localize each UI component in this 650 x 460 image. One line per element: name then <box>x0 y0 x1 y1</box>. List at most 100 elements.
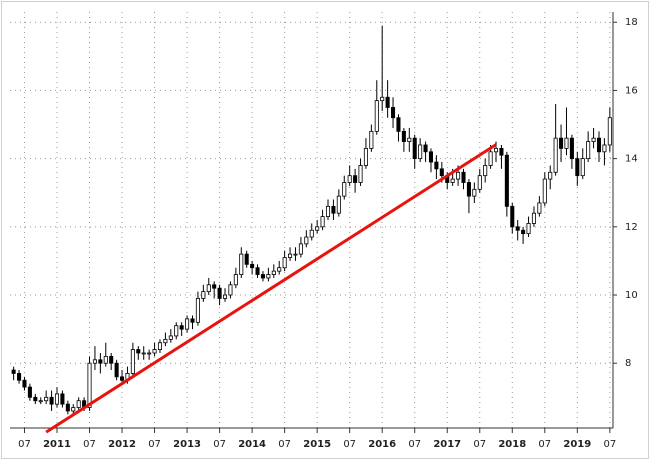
candle-body <box>174 325 179 337</box>
candle-body <box>250 263 255 269</box>
candle-body <box>521 229 526 235</box>
candle-body <box>591 137 596 142</box>
candle-body <box>450 178 455 183</box>
candle-body <box>282 257 287 269</box>
trend-line <box>45 143 497 434</box>
candle-body <box>114 362 119 378</box>
candle-body <box>456 171 461 180</box>
x-tick-label: 2012 <box>108 439 136 450</box>
candle-body <box>49 396 54 405</box>
candle-body <box>288 253 293 258</box>
candle-body <box>325 205 331 217</box>
candle-body <box>271 270 276 275</box>
candle-body <box>136 349 141 354</box>
candle-body <box>380 96 385 102</box>
plot-area <box>11 25 612 415</box>
candle-body <box>152 349 157 354</box>
candle-body <box>109 355 114 364</box>
candle-body <box>309 229 314 238</box>
candle-body <box>185 318 190 330</box>
y-tick-label: 8 <box>625 358 631 369</box>
candle-body <box>244 253 249 265</box>
candle-body <box>439 168 444 177</box>
x-tick-label: 2016 <box>368 439 396 450</box>
x-tick-label: 2015 <box>303 439 331 450</box>
x-tick-label: 07 <box>213 439 226 450</box>
candle-body <box>206 284 211 293</box>
candle-body <box>65 403 70 412</box>
candle-body <box>190 318 195 323</box>
y-tick-label: 10 <box>625 290 638 301</box>
candle-body <box>217 287 222 299</box>
candle-body <box>504 154 509 207</box>
y-tick-label: 12 <box>625 222 638 233</box>
candle-body <box>38 400 43 403</box>
candle-body <box>22 379 27 388</box>
x-tick-label: 07 <box>473 439 486 450</box>
candle-body <box>76 400 81 408</box>
candle-body <box>157 342 163 350</box>
candle-body <box>418 144 423 160</box>
candle-body <box>472 188 477 197</box>
candle-body <box>147 352 152 355</box>
candle-body <box>493 147 499 153</box>
candle-body <box>353 175 358 183</box>
candle-body <box>195 298 200 323</box>
candle-body <box>315 226 320 231</box>
candle-body <box>466 182 471 197</box>
candle-body <box>385 96 390 108</box>
candle-body <box>212 284 217 289</box>
candle-body <box>488 151 493 166</box>
candle-body <box>363 147 368 166</box>
candle-body <box>179 325 184 330</box>
candle-body <box>336 195 341 214</box>
candle-body <box>596 137 602 153</box>
candle-body <box>369 130 374 149</box>
candle-body <box>374 100 379 132</box>
candle-body <box>266 274 271 279</box>
x-tick-label: 2017 <box>433 439 461 450</box>
candle-body <box>602 144 607 153</box>
candle-body <box>477 175 482 190</box>
candle-body <box>163 338 168 344</box>
y-tick-label: 16 <box>625 85 638 96</box>
candle-body <box>168 335 173 340</box>
candle-body <box>412 137 417 160</box>
candle-body <box>331 205 336 214</box>
y-tick-label: 18 <box>625 17 638 28</box>
candle-body <box>233 274 238 286</box>
x-tick-label: 07 <box>408 439 421 450</box>
candle-body <box>483 165 488 177</box>
candle-body <box>11 369 16 374</box>
x-tick-label: 2013 <box>173 439 201 450</box>
candle-body <box>141 352 146 355</box>
candle-body <box>98 359 103 364</box>
candle-body <box>586 141 591 160</box>
candle-body <box>54 393 60 405</box>
candle-body <box>526 223 531 235</box>
candle-body <box>103 355 108 364</box>
candle-body <box>255 267 260 275</box>
candle-body <box>391 107 396 119</box>
candle-body <box>277 267 282 272</box>
candle-body <box>298 243 303 255</box>
candle-body <box>553 137 558 173</box>
x-tick-label: 07 <box>278 439 291 450</box>
candle-body <box>407 137 412 142</box>
candle-body <box>515 226 520 231</box>
candle-body <box>222 294 228 299</box>
candle-body <box>44 396 49 402</box>
candle-body <box>569 137 574 160</box>
x-tick-label: 07 <box>343 439 356 450</box>
x-tick-label: 07 <box>603 439 616 450</box>
candle-body <box>499 147 504 156</box>
candle-body <box>17 373 22 381</box>
x-tick-label: 07 <box>18 439 31 450</box>
candle-body <box>87 362 92 408</box>
candle-body <box>531 212 536 224</box>
x-tick-label: 07 <box>83 439 96 450</box>
candle-body <box>120 376 125 381</box>
candle-body <box>92 359 97 364</box>
